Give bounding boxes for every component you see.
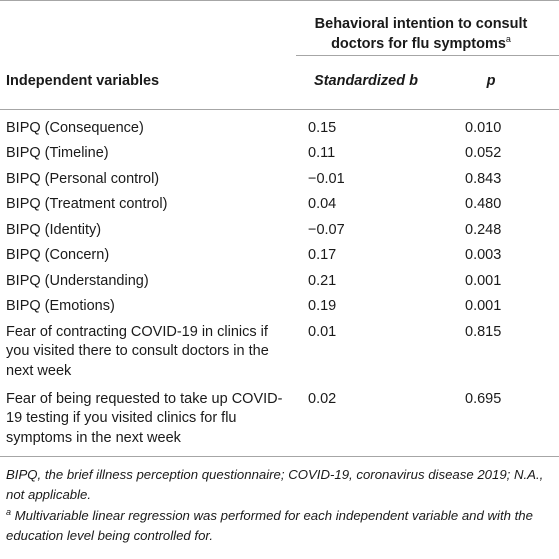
row-label: BIPQ (Treatment control) (6, 196, 168, 212)
row-standardized-b: −0.01 (308, 170, 345, 187)
table-row: Fear of being requested to take up COVID… (0, 387, 559, 454)
table-row: BIPQ (Concern) 0.17 0.003 (0, 244, 559, 270)
row-p-value: 0.010 (465, 119, 502, 136)
group-header-rule (296, 55, 559, 56)
row-label: BIPQ (Personal control) (6, 170, 160, 187)
table-row: BIPQ (Emotions) 0.19 0.001 (0, 295, 559, 321)
row-p-value: 0.001 (465, 298, 502, 314)
row-standardized-b: 0.04 (308, 196, 337, 212)
row-p-value: 0.001 (465, 272, 502, 289)
row-standardized-b: 0.11 (308, 145, 336, 161)
footnote-abbreviations: BIPQ, the brief illness perception quest… (6, 467, 544, 502)
row-standardized-b: 0.02 (308, 390, 337, 407)
header-group-row: Behavioral intention to consult doctors … (0, 1, 559, 56)
row-p-value: 0.843 (465, 170, 502, 187)
table-body: BIPQ (Consequence) 0.15 0.010 BIPQ (Time… (0, 110, 559, 454)
row-p-value: 0.695 (465, 390, 502, 407)
regression-table: Behavioral intention to consult doctors … (0, 0, 559, 545)
row-p-value: 0.480 (465, 196, 502, 212)
row-standardized-b: −0.07 (308, 221, 345, 238)
footnote-a-marker: a (6, 507, 12, 517)
row-standardized-b: 0.15 (308, 119, 337, 136)
table-footnotes: BIPQ, the brief illness perception quest… (0, 457, 559, 545)
row-p-value: 0.003 (465, 247, 502, 263)
header-column-row: Independent variables Standardized b p (0, 55, 559, 109)
group-header-footnote-marker: a (505, 34, 511, 44)
row-p-value: 0.052 (465, 145, 502, 161)
row-label: BIPQ (Timeline) (6, 145, 109, 161)
row-standardized-b: 0.17 (308, 247, 337, 263)
table-row: BIPQ (Consequence) 0.15 0.010 (0, 116, 559, 142)
row-label: Fear of contracting COVID-19 in clinics … (6, 323, 269, 379)
group-header: Behavioral intention to consult doctors … (296, 14, 546, 54)
row-label: BIPQ (Consequence) (6, 119, 144, 136)
column-header-independent-variables: Independent variables (6, 73, 160, 89)
column-header-standardized-b: Standardized b (314, 73, 418, 89)
row-label: BIPQ (Identity) (6, 221, 102, 238)
row-standardized-b: 0.21 (308, 272, 337, 289)
header-bottom-rule (0, 109, 559, 110)
top-rule (0, 0, 559, 1)
table-bottom-rule (0, 456, 559, 457)
group-header-text: Behavioral intention to consult doctors … (314, 16, 528, 52)
row-standardized-b: 0.19 (308, 298, 337, 314)
table-row: BIPQ (Treatment control) 0.04 0.480 (0, 193, 559, 219)
footnote-a-text: Multivariable linear regression was perf… (6, 508, 533, 543)
footnote-a: a Multivariable linear regression was pe… (6, 506, 553, 545)
row-label: BIPQ (Understanding) (6, 272, 149, 289)
row-standardized-b: 0.01 (308, 323, 337, 340)
table-row: BIPQ (Timeline) 0.11 0.052 (0, 142, 559, 168)
table-row: Fear of contracting COVID-19 in clinics … (0, 320, 559, 387)
column-header-p: p (486, 73, 496, 89)
table-row: BIPQ (Understanding) 0.21 0.001 (0, 269, 559, 295)
row-label: BIPQ (Concern) (6, 247, 110, 263)
table-row: BIPQ (Personal control) −0.01 0.843 (0, 167, 559, 193)
row-p-value: 0.248 (465, 221, 502, 238)
row-p-value: 0.815 (465, 323, 502, 340)
row-label: BIPQ (Emotions) (6, 298, 115, 314)
row-label: Fear of being requested to take up COVID… (6, 390, 283, 446)
table-row: BIPQ (Identity) −0.07 0.248 (0, 218, 559, 244)
